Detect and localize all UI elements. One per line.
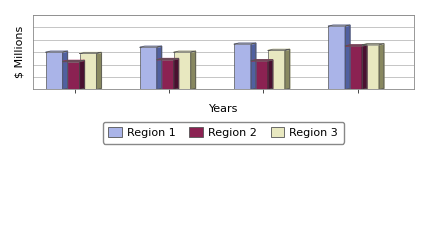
FancyBboxPatch shape [140, 47, 157, 89]
FancyBboxPatch shape [251, 61, 268, 89]
FancyBboxPatch shape [174, 52, 191, 89]
FancyBboxPatch shape [46, 52, 63, 89]
Polygon shape [80, 52, 101, 53]
Polygon shape [328, 25, 350, 26]
Polygon shape [379, 44, 384, 89]
Legend: Region 1, Region 2, Region 3: Region 1, Region 2, Region 3 [103, 122, 344, 144]
Polygon shape [191, 51, 196, 89]
Polygon shape [362, 45, 367, 89]
FancyBboxPatch shape [80, 53, 97, 89]
FancyBboxPatch shape [328, 26, 345, 89]
FancyBboxPatch shape [268, 50, 285, 89]
Polygon shape [362, 44, 384, 45]
Polygon shape [63, 51, 67, 89]
Polygon shape [345, 25, 350, 89]
Polygon shape [157, 46, 162, 89]
FancyBboxPatch shape [63, 61, 80, 89]
Polygon shape [46, 51, 67, 52]
Polygon shape [251, 43, 256, 89]
Polygon shape [97, 52, 101, 89]
FancyBboxPatch shape [234, 44, 251, 89]
Polygon shape [251, 60, 273, 61]
X-axis label: Years: Years [208, 104, 238, 114]
Polygon shape [157, 59, 178, 60]
FancyBboxPatch shape [157, 60, 174, 89]
Polygon shape [234, 43, 256, 44]
Polygon shape [345, 45, 367, 46]
Polygon shape [80, 61, 85, 89]
Polygon shape [140, 46, 162, 47]
Polygon shape [268, 60, 273, 89]
Polygon shape [174, 59, 178, 89]
FancyBboxPatch shape [362, 45, 379, 89]
Polygon shape [174, 51, 196, 52]
Polygon shape [285, 49, 290, 89]
FancyBboxPatch shape [345, 46, 362, 89]
Y-axis label: $ Millions: $ Millions [15, 26, 25, 78]
Polygon shape [268, 49, 290, 50]
